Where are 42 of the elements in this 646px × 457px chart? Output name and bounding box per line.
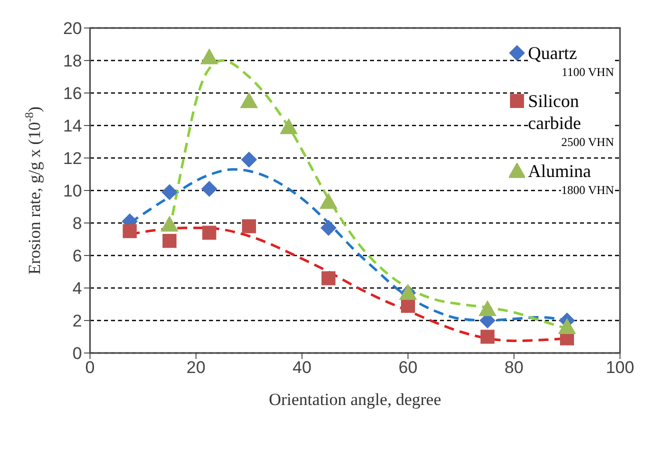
- y-tick-label: 18: [63, 52, 82, 71]
- point: [201, 180, 218, 197]
- y-tick-label: 0: [72, 344, 82, 364]
- point: [162, 234, 176, 248]
- legend-label: Silicon carbide: [528, 90, 614, 134]
- point: [202, 226, 216, 240]
- x-tick-label: 80: [504, 358, 524, 378]
- point: [478, 300, 496, 316]
- y-tick-label: 16: [63, 84, 82, 104]
- point: [162, 184, 178, 200]
- point: [320, 192, 338, 209]
- annotation: 1100 VHN: [562, 65, 614, 79]
- point: [122, 224, 137, 238]
- point: [322, 271, 336, 286]
- point: [160, 216, 178, 232]
- y-tick-label: 12: [63, 149, 82, 168]
- y-tick-label: 6: [72, 246, 82, 266]
- legend-label: Alumina: [528, 160, 614, 182]
- point: [480, 330, 494, 344]
- x-tick-label: 20: [186, 358, 206, 378]
- point: [558, 318, 576, 334]
- x-axis-title: Orientation angle, degree: [268, 390, 442, 409]
- point: [240, 92, 258, 108]
- point: [280, 118, 298, 134]
- y-tick-label: 2: [72, 312, 82, 331]
- point: [242, 219, 256, 234]
- point: [401, 298, 415, 313]
- y-tick-label: 14: [63, 116, 82, 136]
- annotation: 2500 VHN: [561, 135, 614, 149]
- legend-label: Quartz: [528, 42, 614, 64]
- y-tick-label: 4: [72, 279, 82, 298]
- x-tick-label: 40: [292, 358, 312, 378]
- annotation: 1800 VHN: [561, 183, 614, 197]
- y-tick-label: 8: [72, 214, 82, 234]
- x-tick-label: 60: [398, 358, 418, 378]
- point: [320, 220, 336, 236]
- y-tick-label: 10: [63, 182, 82, 201]
- x-tick-label: 0: [85, 358, 95, 378]
- point: [241, 152, 257, 168]
- point: [200, 48, 218, 64]
- x-tick-label: 100: [606, 358, 634, 378]
- y-tick-label: 20: [63, 19, 82, 38]
